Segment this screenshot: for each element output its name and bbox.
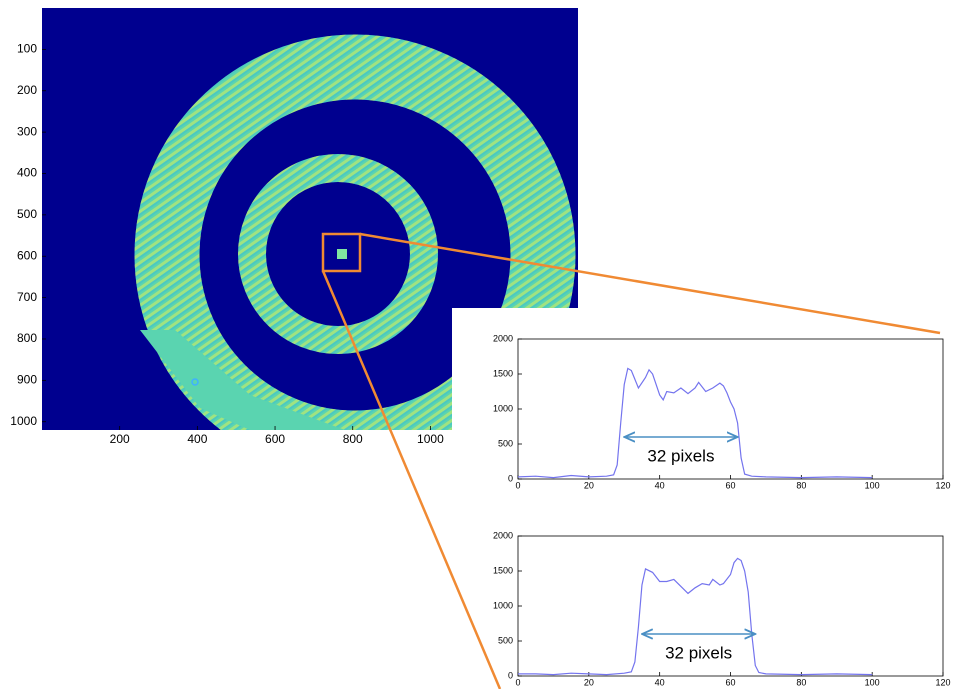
- y-tick-label: 1000: [493, 600, 513, 610]
- y-tick-label: 900: [17, 373, 37, 387]
- x-tick-label: 20: [584, 481, 594, 491]
- x-tick-label: 400: [187, 432, 207, 446]
- y-tick-label: 400: [17, 166, 37, 180]
- x-tick-label: 1000: [417, 432, 444, 446]
- x-tick-label: 40: [655, 678, 665, 688]
- x-tick-label: 60: [725, 481, 735, 491]
- y-tick-label: 500: [17, 207, 37, 221]
- x-tick-label: 100: [865, 481, 880, 491]
- y-tick-label: 100: [17, 42, 37, 56]
- x-tick-label: 80: [796, 481, 806, 491]
- annotation: 32 pixels: [665, 643, 732, 662]
- x-tick-label: 20: [584, 678, 594, 688]
- y-tick-label: 2000: [493, 333, 513, 343]
- x-tick-label: 200: [110, 432, 130, 446]
- y-tick-label: 1000: [493, 403, 513, 413]
- y-tick-label: 300: [17, 124, 37, 138]
- y-tick-label: 0: [508, 670, 513, 680]
- y-tick-label: 700: [17, 290, 37, 304]
- y-tick-label: 1000: [10, 414, 37, 428]
- x-tick-label: 600: [265, 432, 285, 446]
- y-tick-label: 500: [498, 438, 513, 448]
- x-tick-label: 800: [343, 432, 363, 446]
- x-tick-label: 100: [865, 678, 880, 688]
- y-tick-label: 500: [498, 635, 513, 645]
- x-tick-label: 120: [935, 678, 950, 688]
- y-tick-label: 1500: [493, 368, 513, 378]
- y-tick-label: 2000: [493, 530, 513, 540]
- x-tick-label: 60: [725, 678, 735, 688]
- y-tick-label: 0: [508, 473, 513, 483]
- y-tick-label: 200: [17, 83, 37, 97]
- annotation: 32 pixels: [647, 446, 714, 465]
- y-tick-label: 1500: [493, 565, 513, 575]
- figure: 2004006008001000100200300400500600700800…: [0, 0, 959, 689]
- y-tick-label: 600: [17, 248, 37, 262]
- x-tick-label: 0: [515, 678, 520, 688]
- x-tick-label: 80: [796, 678, 806, 688]
- x-tick-label: 40: [655, 481, 665, 491]
- x-tick-label: 120: [935, 481, 950, 491]
- y-tick-label: 800: [17, 331, 37, 345]
- axes-frame: [518, 339, 943, 479]
- x-tick-label: 0: [515, 481, 520, 491]
